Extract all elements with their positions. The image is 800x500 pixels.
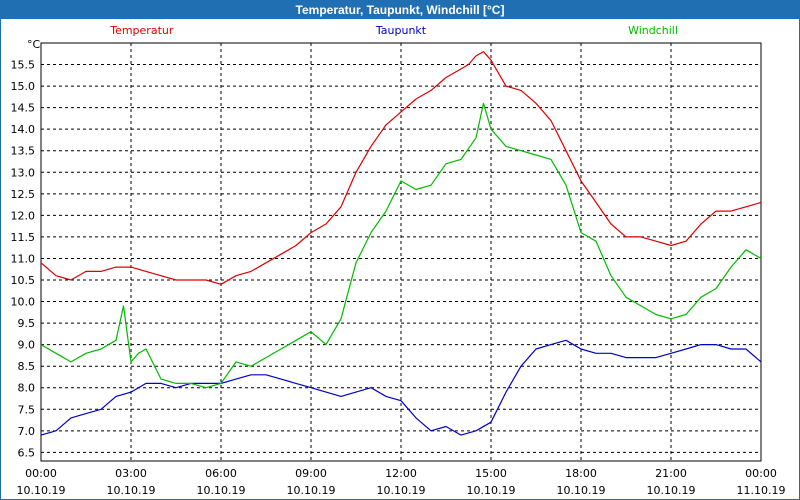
series-line-taupunkt	[40, 339, 762, 436]
y-tick-label: 12.5	[11, 188, 36, 201]
y-tick-label: 7.0	[18, 425, 36, 438]
y-axis-unit-label: °C	[27, 38, 41, 51]
x-tick-date-label: 10.10.19	[647, 484, 696, 497]
x-tick-date-label: 10.10.19	[197, 484, 246, 497]
x-tick-time-label: 06:00	[205, 467, 237, 480]
legend-label-windchill: Windchill	[628, 24, 678, 37]
y-tick-label: 15.5	[11, 59, 36, 72]
x-tick-date-label: 10.10.19	[107, 484, 156, 497]
window-title: Temperatur, Taupunkt, Windchill [°C]	[1, 1, 799, 19]
x-tick-time-label: 09:00	[295, 467, 327, 480]
y-tick-label: 13.0	[11, 166, 36, 179]
plot-frame	[40, 42, 762, 462]
y-tick-label: 8.0	[18, 382, 36, 395]
x-tick-date-label: 10.10.19	[377, 484, 426, 497]
y-tick-label: 14.0	[11, 123, 36, 136]
y-tick-label: 14.5	[11, 102, 36, 115]
x-tick-date-label: 10.10.19	[557, 484, 606, 497]
y-tick-label: 10.5	[11, 274, 36, 287]
legend-label-temperatur: Temperatur	[109, 24, 174, 37]
x-tick-time-label: 21:00	[655, 467, 687, 480]
x-tick-date-label: 10.10.19	[467, 484, 516, 497]
x-tick-time-label: 15:00	[475, 467, 507, 480]
y-tick-label: 11.0	[11, 252, 36, 265]
y-tick-label: 9.0	[18, 339, 36, 352]
y-tick-label: 12.0	[11, 209, 36, 222]
x-tick-time-label: 00:00	[25, 467, 57, 480]
series-line-windchill	[40, 102, 762, 389]
x-tick-time-label: 18:00	[565, 467, 597, 480]
x-tick-time-label: 00:00	[745, 467, 777, 480]
x-tick-date-label: 10.10.19	[287, 484, 336, 497]
y-tick-label: 11.5	[11, 231, 36, 244]
x-tick-time-label: 03:00	[115, 467, 147, 480]
y-tick-label: 6.5	[18, 446, 36, 459]
y-tick-label: 10.0	[11, 296, 36, 309]
legend-label-taupunkt: Taupunkt	[375, 24, 427, 37]
x-tick-date-label: 10.10.19	[17, 484, 66, 497]
y-tick-label: 9.5	[18, 317, 36, 330]
x-tick-date-label: 11.10.19	[737, 484, 786, 497]
y-tick-label: 8.5	[18, 360, 36, 373]
y-tick-label: 13.5	[11, 145, 36, 158]
y-tick-label: 15.0	[11, 80, 36, 93]
y-tick-label: 7.5	[18, 403, 36, 416]
x-tick-time-label: 12:00	[385, 467, 417, 480]
series-line-temperatur	[40, 50, 762, 285]
